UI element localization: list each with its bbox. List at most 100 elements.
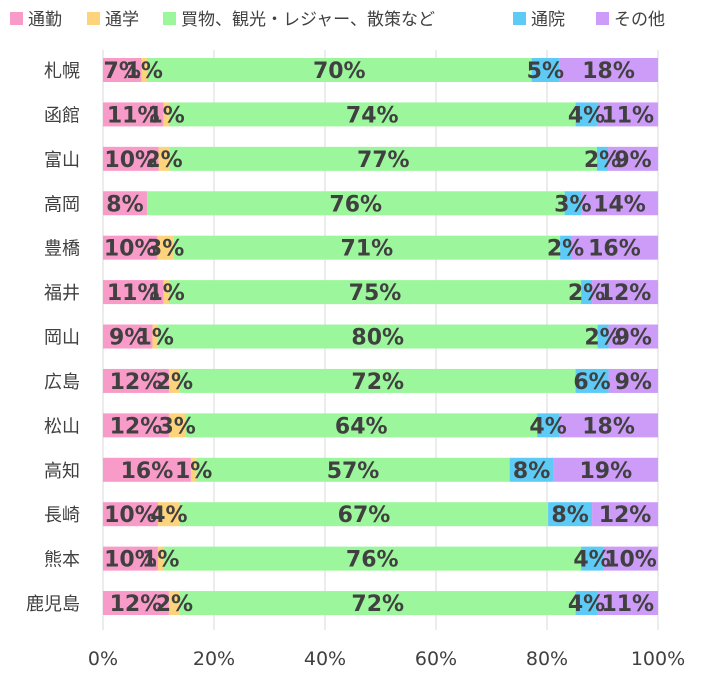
category-label: 岡山	[44, 328, 80, 349]
legend-label: 通勤	[28, 10, 62, 30]
bar-segment	[179, 591, 576, 616]
data-label: 8%	[551, 503, 588, 528]
bars	[103, 58, 658, 616]
bar-segment	[103, 457, 191, 482]
bar-segment	[575, 591, 598, 616]
bar-segment	[163, 102, 169, 127]
data-label: 72%	[351, 592, 404, 617]
data-label: 10%	[604, 548, 657, 573]
bar-segment	[103, 280, 164, 305]
category-label: 豊橋	[44, 239, 80, 260]
data-label: 2%	[568, 281, 605, 306]
bar-segment	[103, 502, 158, 527]
bar-segment	[157, 324, 598, 349]
bar-segment	[103, 102, 164, 127]
bar-segment	[103, 546, 158, 571]
data-label: 9%	[109, 326, 146, 351]
bar-segment	[185, 413, 538, 438]
x-axis-ticks: 0% 20% 40% 60% 80% 100%	[88, 648, 685, 670]
category-label: 福井	[44, 283, 80, 304]
data-label: 4%	[568, 592, 605, 617]
legend-label: 通学	[105, 10, 139, 30]
data-label: 12%	[599, 281, 652, 306]
data-label: 12%	[110, 414, 163, 439]
data-label: 9%	[615, 370, 652, 395]
bar-segment	[168, 413, 186, 438]
x-tick-label: 80%	[526, 648, 568, 670]
bar-segment	[196, 457, 510, 482]
x-tick-label: 0%	[88, 648, 118, 670]
bar-segment	[103, 413, 169, 438]
data-label: 11%	[107, 103, 160, 128]
bar-segment	[581, 280, 593, 305]
bar-segment	[597, 324, 609, 349]
data-label: 1%	[142, 548, 179, 573]
data-label: 10%	[104, 503, 157, 528]
bar-segment	[146, 58, 532, 82]
legend-swatch	[163, 12, 176, 25]
data-label: 76%	[346, 548, 399, 573]
bar-segment	[608, 324, 658, 349]
bar-segment	[608, 146, 658, 171]
data-label: 18%	[582, 59, 635, 84]
data-label: 2%	[145, 148, 182, 173]
bar-segment	[592, 502, 658, 527]
data-label: 10%	[104, 548, 157, 573]
data-label: 8%	[106, 192, 143, 217]
bar-segment	[157, 235, 174, 260]
bar-segment	[146, 191, 565, 216]
data-label: 4%	[150, 503, 187, 528]
data-label: 57%	[327, 459, 380, 484]
category-label: 富山	[44, 150, 80, 171]
category-label: 高知	[44, 461, 80, 482]
data-label: 10%	[104, 237, 157, 262]
bar-segment	[553, 457, 658, 482]
category-label: 札幌	[44, 61, 80, 82]
data-label: 64%	[335, 414, 388, 439]
bar-segment	[163, 280, 169, 305]
data-label: 12%	[110, 592, 163, 617]
x-tick-label: 20%	[193, 648, 235, 670]
bar-segment	[575, 102, 598, 127]
data-label: 16%	[588, 237, 641, 262]
data-label: 2%	[156, 592, 193, 617]
bar-segment	[179, 368, 576, 393]
bar-segment	[179, 502, 549, 527]
bar-segment	[531, 58, 560, 82]
bar-segment	[169, 146, 597, 171]
bar-segment	[581, 191, 658, 216]
legend-swatch	[87, 12, 100, 25]
legend-swatch	[10, 12, 23, 25]
bar-segment	[103, 146, 159, 171]
data-label: 75%	[349, 281, 402, 306]
data-label: 2%	[547, 237, 584, 262]
bar-segment	[190, 457, 197, 482]
bar-segment	[152, 324, 158, 349]
data-label: 76%	[329, 192, 382, 217]
data-label: 74%	[346, 103, 399, 128]
data-label: 18%	[582, 414, 635, 439]
data-label: 11%	[601, 103, 654, 128]
x-tick-label: 60%	[415, 648, 457, 670]
bar-segment	[564, 191, 582, 216]
bar-segment	[157, 502, 180, 527]
data-label: 12%	[599, 503, 652, 528]
data-label: 4%	[568, 103, 605, 128]
category-label: 鹿児島	[26, 594, 80, 615]
legend-label: 買物、観光・レジャー、散策など	[181, 10, 435, 30]
legend: 通勤 通学 買物、観光・レジャー、散策など 通院 その他	[10, 10, 665, 30]
bar-segment	[168, 280, 582, 305]
data-label: 3%	[554, 192, 591, 217]
bar-segment	[603, 546, 658, 571]
data-label: 70%	[313, 59, 366, 84]
data-label: 19%	[579, 459, 632, 484]
data-label: 71%	[341, 237, 394, 262]
data-label: 14%	[593, 192, 646, 217]
data-label: 16%	[121, 459, 174, 484]
data-label: 12%	[110, 370, 163, 395]
bar-segment	[103, 368, 169, 393]
category-label: 長崎	[44, 505, 80, 526]
legend-label: 通院	[531, 10, 565, 30]
data-label: 10%	[104, 148, 157, 173]
data-label: 80%	[351, 326, 404, 351]
